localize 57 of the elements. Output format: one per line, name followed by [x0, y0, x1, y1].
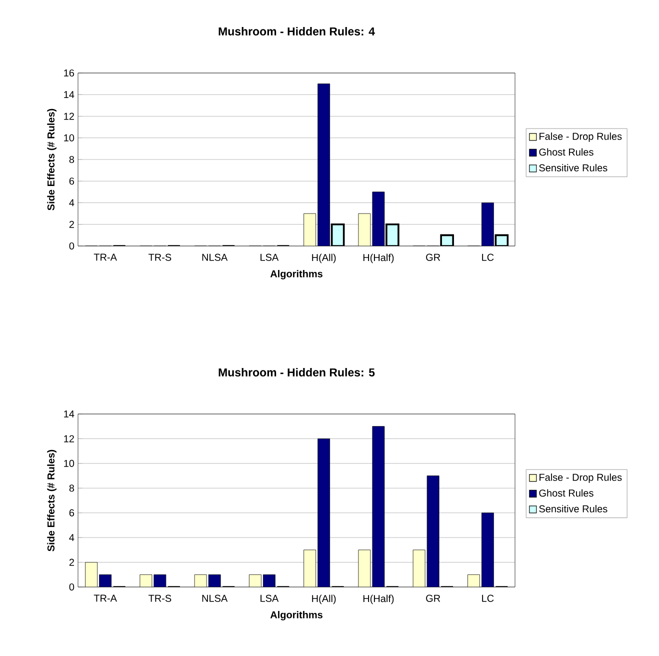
y-tick-label: 0 — [69, 242, 74, 250]
legend-label: Ghost Rules — [539, 489, 594, 497]
bar — [412, 550, 426, 587]
x-axis-title: Algorithms — [270, 270, 322, 280]
y-tick-label: 16 — [64, 69, 74, 77]
y-axis-title: Side Effects (# Rules) — [47, 108, 56, 210]
x-tick-label: LC — [482, 594, 494, 602]
y-tick-label: 2 — [69, 558, 74, 566]
legend-label: False - Drop Rules — [540, 474, 622, 483]
bar — [318, 438, 330, 587]
y-tick-label: 4 — [69, 199, 74, 206]
bar — [372, 192, 385, 246]
y-tick-label: 14 — [64, 410, 74, 418]
legend-label: Sensitive Rules — [539, 505, 608, 512]
y-tick-label: 6 — [69, 509, 74, 516]
y-axis-title: Side Effects (# Rules) — [47, 450, 56, 552]
x-tick-label: H(Half) — [363, 594, 394, 604]
legend-label: Sensitive Rules — [539, 164, 608, 172]
bar — [304, 213, 316, 246]
bar — [481, 512, 494, 587]
bar — [85, 562, 98, 587]
y-tick-label: 10 — [64, 460, 74, 467]
x-tick-label: NLSA — [202, 594, 228, 602]
x-axis-title: Algorithms — [270, 610, 322, 620]
x-tick-label: TR-A — [94, 594, 117, 602]
y-tick-label: 12 — [64, 435, 74, 442]
legend-label: Ghost Rules — [539, 148, 594, 156]
y-tick-label: 14 — [64, 91, 74, 98]
x-tick-label: H(All) — [312, 594, 336, 604]
x-tick-label: NLSA — [202, 254, 228, 261]
bar — [318, 84, 330, 246]
x-tick-label: GR — [426, 594, 440, 602]
x-tick-label: LSA — [260, 594, 279, 602]
x-tick-label: LSA — [260, 254, 279, 261]
y-tick-label: 6 — [69, 178, 74, 185]
y-tick-label: 8 — [69, 156, 74, 164]
bar — [426, 476, 440, 587]
bar — [372, 426, 385, 587]
bar — [358, 550, 371, 587]
chart-title: Mushroom - Hidden Rules: 4 — [218, 27, 375, 36]
x-tick-label: TR-S — [148, 254, 172, 261]
y-tick-label: 8 — [69, 484, 74, 492]
x-tick-label: GR — [426, 254, 440, 261]
y-tick-label: 2 — [69, 220, 74, 228]
bar — [481, 202, 494, 246]
legend-label: False - Drop Rules — [540, 132, 622, 142]
x-tick-label: H(All) — [312, 254, 336, 264]
x-tick-label: LC — [482, 254, 494, 261]
y-tick-label: 0 — [69, 583, 74, 591]
y-tick-label: 4 — [69, 534, 74, 541]
y-tick-label: 12 — [64, 112, 74, 120]
x-tick-label: TR-A — [94, 254, 117, 261]
chart-title: Mushroom - Hidden Rules: 5 — [218, 368, 375, 376]
y-tick-label: 10 — [64, 134, 74, 142]
bar — [304, 550, 316, 587]
x-tick-label: H(Half) — [363, 254, 394, 264]
x-tick-label: TR-S — [148, 594, 172, 602]
